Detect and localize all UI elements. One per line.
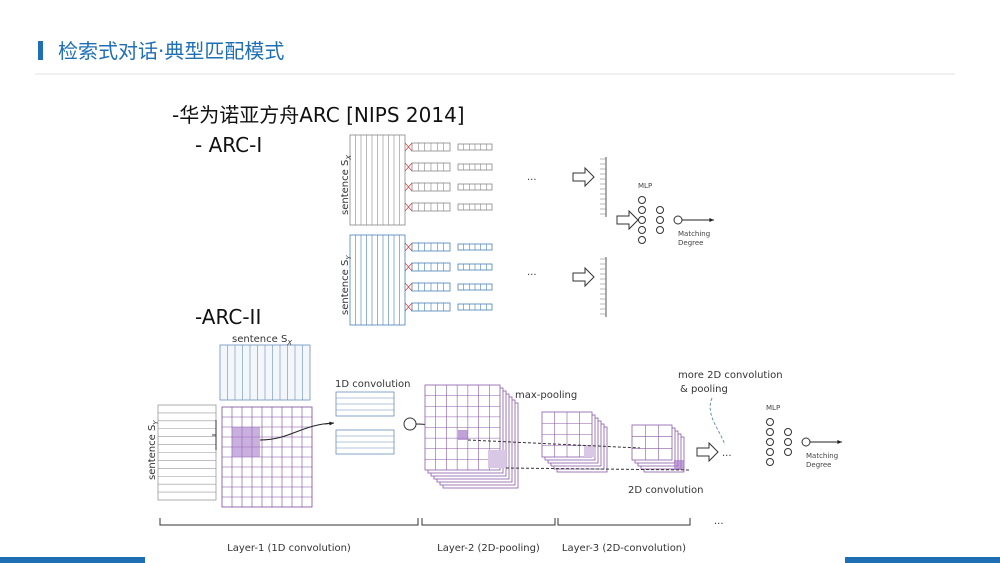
sentence-text: sentence S bbox=[147, 425, 158, 480]
label: MLP bbox=[638, 182, 652, 190]
highlight bbox=[584, 445, 596, 457]
highlight bbox=[674, 460, 684, 470]
neuron bbox=[766, 458, 774, 466]
sentence-label: sentence SX bbox=[232, 334, 292, 347]
label: ... bbox=[722, 448, 732, 459]
label: Matching bbox=[678, 230, 710, 238]
arrow-head bbox=[837, 440, 842, 444]
label: Degree bbox=[806, 461, 831, 469]
sentence-text: sentence S bbox=[340, 160, 351, 215]
footer-bar-right bbox=[845, 557, 1000, 563]
bracket bbox=[212, 420, 217, 450]
conv-link bbox=[404, 262, 413, 272]
highlight bbox=[458, 430, 468, 440]
sentence-label: sentence SY bbox=[340, 255, 353, 315]
neuron bbox=[638, 216, 646, 224]
neuron bbox=[784, 438, 792, 446]
label: Layer-1 (1D convolution) bbox=[227, 543, 351, 554]
sentence-sub: Y bbox=[152, 420, 160, 425]
layer-bracket bbox=[159, 518, 419, 526]
conv-link bbox=[404, 242, 413, 252]
sentence-sub: Y bbox=[345, 255, 353, 260]
highlight bbox=[232, 427, 260, 457]
flow bbox=[467, 439, 691, 471]
block-arrow bbox=[696, 441, 719, 463]
block-arrow bbox=[616, 209, 639, 231]
label: Layer-3 (2D-convolution) bbox=[562, 543, 686, 554]
label: Matching bbox=[806, 452, 838, 460]
neuron bbox=[784, 428, 792, 436]
label: ... bbox=[714, 516, 724, 527]
neuron bbox=[638, 236, 646, 244]
layer-bracket bbox=[421, 518, 556, 526]
sentence-label: sentence SX bbox=[340, 155, 353, 215]
label: Degree bbox=[678, 239, 703, 247]
neuron bbox=[766, 428, 774, 436]
label: max-pooling bbox=[515, 390, 577, 401]
conv-link bbox=[404, 282, 413, 292]
neuron bbox=[638, 226, 646, 234]
neuron bbox=[766, 438, 774, 446]
label: 1D convolution bbox=[335, 379, 411, 390]
neuron bbox=[656, 226, 664, 234]
grid-box bbox=[631, 424, 673, 461]
conv-link bbox=[404, 142, 413, 152]
label: & pooling bbox=[680, 384, 728, 395]
sentence-sub: X bbox=[286, 339, 292, 347]
sentence-label: sentence SY bbox=[147, 420, 160, 480]
pointer bbox=[709, 397, 726, 446]
block-arrow bbox=[572, 266, 595, 288]
sentence-sub: X bbox=[345, 155, 353, 161]
layer-bracket bbox=[557, 518, 691, 526]
neuron bbox=[638, 196, 646, 204]
title: 检索式对话·典型匹配模式 bbox=[58, 39, 284, 63]
neuron bbox=[766, 418, 774, 426]
heading: -华为诺亚方舟ARC [NIPS 2014] bbox=[172, 103, 465, 127]
arc2-label: -ARC-II bbox=[195, 305, 261, 329]
conv-link bbox=[404, 302, 413, 312]
sentence-text: sentence S bbox=[340, 260, 351, 315]
label: more 2D convolution bbox=[678, 370, 783, 381]
label: ... bbox=[527, 172, 537, 183]
sentence-text: sentence S bbox=[232, 334, 287, 345]
title-bar bbox=[38, 41, 43, 60]
output-node bbox=[673, 215, 683, 225]
label: MLP bbox=[766, 404, 780, 412]
block-arrow bbox=[572, 166, 595, 188]
neuron bbox=[766, 448, 774, 456]
output-node bbox=[801, 437, 811, 447]
footer-bar-left bbox=[0, 557, 145, 563]
neuron bbox=[656, 216, 664, 224]
arc1-label: - ARC-I bbox=[195, 133, 262, 157]
combine bbox=[403, 417, 417, 431]
arrow-head bbox=[709, 218, 714, 222]
highlight bbox=[488, 450, 506, 468]
neuron bbox=[784, 448, 792, 456]
neuron bbox=[638, 206, 646, 214]
label: ... bbox=[527, 267, 537, 278]
conv-link bbox=[404, 202, 413, 212]
arrow-head bbox=[329, 421, 334, 426]
label: Layer-2 (2D-pooling) bbox=[437, 543, 540, 554]
label: 2D convolution bbox=[628, 485, 704, 496]
diagrams: sentence SX...sentence SY...MLPMatchingD… bbox=[147, 134, 842, 554]
neuron bbox=[656, 206, 664, 214]
conv-link bbox=[404, 162, 413, 172]
conv-link bbox=[404, 182, 413, 192]
flow bbox=[259, 422, 334, 441]
